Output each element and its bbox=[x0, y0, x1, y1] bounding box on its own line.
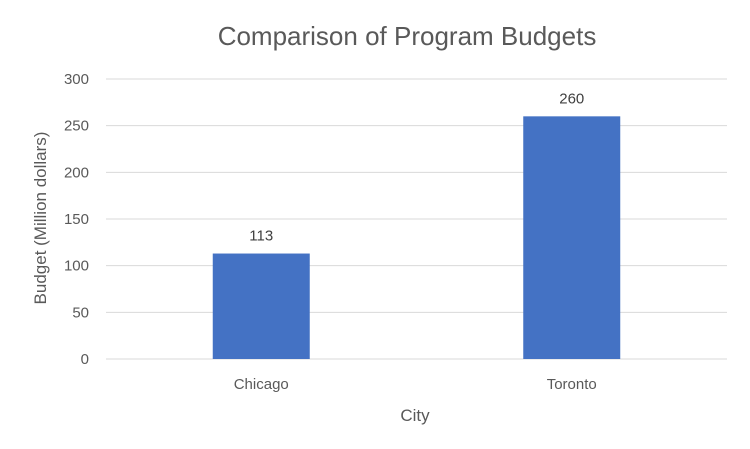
grid-lines bbox=[106, 78, 727, 360]
y-tick-label: 100 bbox=[64, 258, 89, 275]
y-tick-label: 50 bbox=[72, 304, 89, 321]
bar-toronto bbox=[523, 116, 621, 359]
y-tick-label: 300 bbox=[64, 71, 89, 88]
chart-title: Comparison of Program Budgets bbox=[218, 21, 597, 51]
y-tick-label: 0 bbox=[81, 351, 89, 368]
data-label-toronto: 260 bbox=[559, 90, 584, 107]
y-tick-label: 250 bbox=[64, 118, 89, 135]
x-tick-label-chicago: Chicago bbox=[234, 376, 289, 393]
y-tick-label: 200 bbox=[64, 164, 89, 181]
y-axis-title: Budget (Million dollars) bbox=[31, 132, 50, 305]
y-axis-ticks: 0 50 100 150 200 250 300 bbox=[64, 71, 89, 368]
x-tick-label-toronto: Toronto bbox=[547, 376, 597, 393]
x-axis-ticks: Chicago Toronto bbox=[234, 376, 597, 393]
bar-chicago bbox=[212, 253, 310, 359]
data-label-chicago: 113 bbox=[249, 228, 273, 245]
data-labels: 113 260 bbox=[249, 90, 584, 244]
bars bbox=[212, 116, 621, 359]
x-axis-title: City bbox=[400, 406, 430, 425]
y-tick-label: 150 bbox=[64, 211, 89, 228]
